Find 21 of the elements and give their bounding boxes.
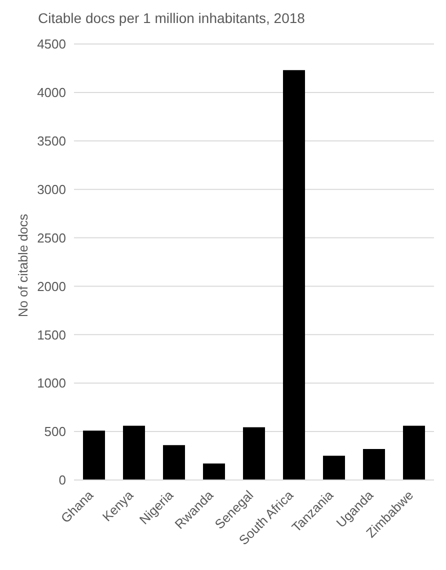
bar [363, 448, 385, 480]
bar [243, 427, 265, 480]
bar [403, 426, 425, 480]
y-tick-label: 3500 [37, 134, 66, 149]
y-tick-label: 500 [44, 424, 66, 440]
y-tick-label: 0 [58, 472, 66, 488]
bar [83, 430, 105, 480]
y-tick-label: 4500 [37, 36, 66, 52]
y-axis-title: No of citable docs [16, 212, 30, 320]
bar [283, 70, 305, 480]
bar [123, 426, 145, 480]
y-tick-label: 4000 [37, 85, 66, 100]
y-tick-label: 2000 [37, 278, 66, 294]
y-tick-label: 1500 [37, 327, 66, 342]
chart-title: Citable docs per 1 million inhabitants, 2018 [38, 10, 305, 26]
y-tick-label: 3000 [37, 182, 66, 197]
bar [203, 464, 225, 480]
y-tick-label: 1000 [37, 376, 66, 391]
bar [163, 445, 185, 480]
bar [323, 456, 345, 480]
y-tick-label: 2500 [37, 230, 66, 246]
